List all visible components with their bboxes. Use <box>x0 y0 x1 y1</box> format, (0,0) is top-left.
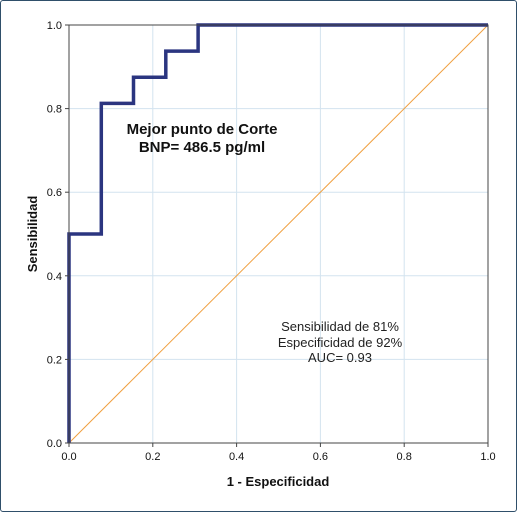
cutoff-annotation-line2: BNP= 486.5 pg/ml <box>139 139 265 156</box>
plot-area-border <box>68 24 489 444</box>
stats-annotation-line2: Especificidad de 92% <box>278 335 403 350</box>
x-tick-label: 1.0 <box>480 451 495 463</box>
x-tick-label: 0.0 <box>61 451 76 463</box>
y-tick-label: 0.6 <box>47 187 62 199</box>
reference-layer <box>68 24 489 444</box>
x-tick-label: 0.4 <box>229 451 244 463</box>
x-axis-title: 1 - Especificidad <box>227 474 330 489</box>
y-tick-label: 1.0 <box>47 20 62 32</box>
y-tick-label: 0.8 <box>47 104 62 116</box>
cutoff-annotation-line1: Mejor punto de Corte <box>127 121 278 138</box>
x-tick-label: 0.2 <box>145 451 160 463</box>
stats-annotation-line1: Sensibilidad de 81% <box>281 319 399 334</box>
y-tick-label: 0.4 <box>47 271 62 283</box>
y-tick-label: 0.0 <box>47 438 62 450</box>
roc-curve-line <box>67 23 488 443</box>
stats-annotation-line3: AUC= 0.93 <box>308 350 372 365</box>
x-tick-label: 0.8 <box>397 451 412 463</box>
reference-diagonal-line <box>68 24 489 444</box>
y-tick-label: 0.2 <box>47 354 62 366</box>
y-axis-title: Sensibilidad <box>25 196 40 273</box>
axes <box>65 24 489 447</box>
curve-layer <box>67 23 488 443</box>
x-tick-label: 0.6 <box>313 451 328 463</box>
tick-labels: 0.0 0.2 0.4 0.6 0.8 1.0 0.0 0.2 0.4 0.6 0.8 1.0 <box>47 20 496 463</box>
